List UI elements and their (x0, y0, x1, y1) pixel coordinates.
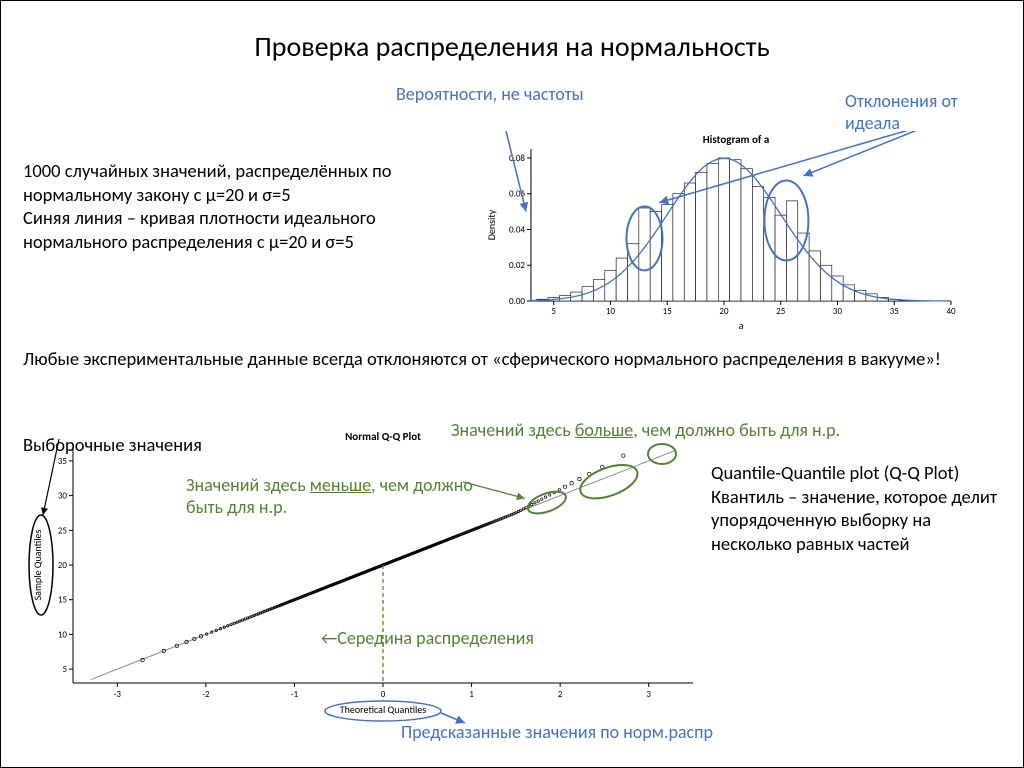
annotation-middle: ←Середина распределения (321, 627, 534, 649)
svg-text:Histogram of a: Histogram of a (703, 133, 770, 146)
svg-text:Theoretical Quantiles: Theoretical Quantiles (340, 703, 426, 716)
svg-text:-1: -1 (291, 689, 299, 700)
histogram-svg: Histogram of a 5 10 15 20 25 30 35 40 0.00 0.02 0.0… (481, 131, 961, 331)
svg-text:10: 10 (58, 629, 68, 640)
svg-text:20: 20 (58, 560, 68, 571)
svg-text:5: 5 (62, 664, 67, 675)
svg-text:0.04: 0.04 (509, 224, 525, 235)
description-text: 1000 случайных значений, распределённых … (23, 159, 453, 254)
svg-text:-2: -2 (202, 689, 210, 700)
middle-text: Середина распределения (337, 627, 534, 649)
annotation-deviations: Отклонения от идеала (845, 91, 985, 134)
page-title: Проверка распределения на нормальность (1, 29, 1023, 64)
svg-text:25: 25 (776, 306, 786, 317)
svg-text:0.02: 0.02 (509, 260, 525, 271)
svg-text:1: 1 (469, 689, 474, 700)
svg-text:-3: -3 (114, 689, 122, 700)
qq-plot-chart: Normal Q-Q Plot-3-2-101235101520253035Th… (29, 429, 701, 719)
annotation-prob-not-freq: Вероятности, не частоты (396, 83, 584, 105)
svg-text:20: 20 (719, 306, 729, 317)
annotation-predicted: Предсказанные значения по норм.распр (401, 721, 713, 743)
svg-text:40: 40 (946, 306, 956, 317)
histogram-chart: Histogram of a 5 10 15 20 25 30 35 40 0.00 0.02 0.0… (481, 131, 961, 331)
qq-definition-text: Quantile-Quantile plot (Q-Q Plot) Кванти… (711, 461, 1011, 556)
svg-text:a: a (739, 319, 744, 331)
svg-text:10: 10 (606, 306, 616, 317)
svg-text:0: 0 (381, 689, 386, 700)
qqplot-svg: Normal Q-Q Plot-3-2-101235101520253035Th… (29, 429, 701, 719)
svg-text:2: 2 (558, 689, 563, 700)
svg-text:3: 3 (646, 689, 651, 700)
svg-text:Density: Density (485, 209, 498, 240)
svg-text:15: 15 (663, 306, 673, 317)
svg-text:Sample Quantiles: Sample Quantiles (31, 529, 44, 600)
svg-text:15: 15 (58, 595, 68, 606)
svg-text:30: 30 (833, 306, 843, 317)
svg-text:5: 5 (551, 306, 556, 317)
svg-text:30: 30 (58, 491, 68, 502)
svg-text:0.00: 0.00 (509, 296, 525, 307)
svg-text:35: 35 (58, 456, 68, 467)
svg-text:35: 35 (890, 306, 900, 317)
svg-text:Normal Q-Q Plot: Normal Q-Q Plot (345, 430, 421, 443)
svg-text:25: 25 (58, 525, 68, 536)
experimental-text: Любые экспериментальные данные всегда от… (23, 347, 983, 371)
